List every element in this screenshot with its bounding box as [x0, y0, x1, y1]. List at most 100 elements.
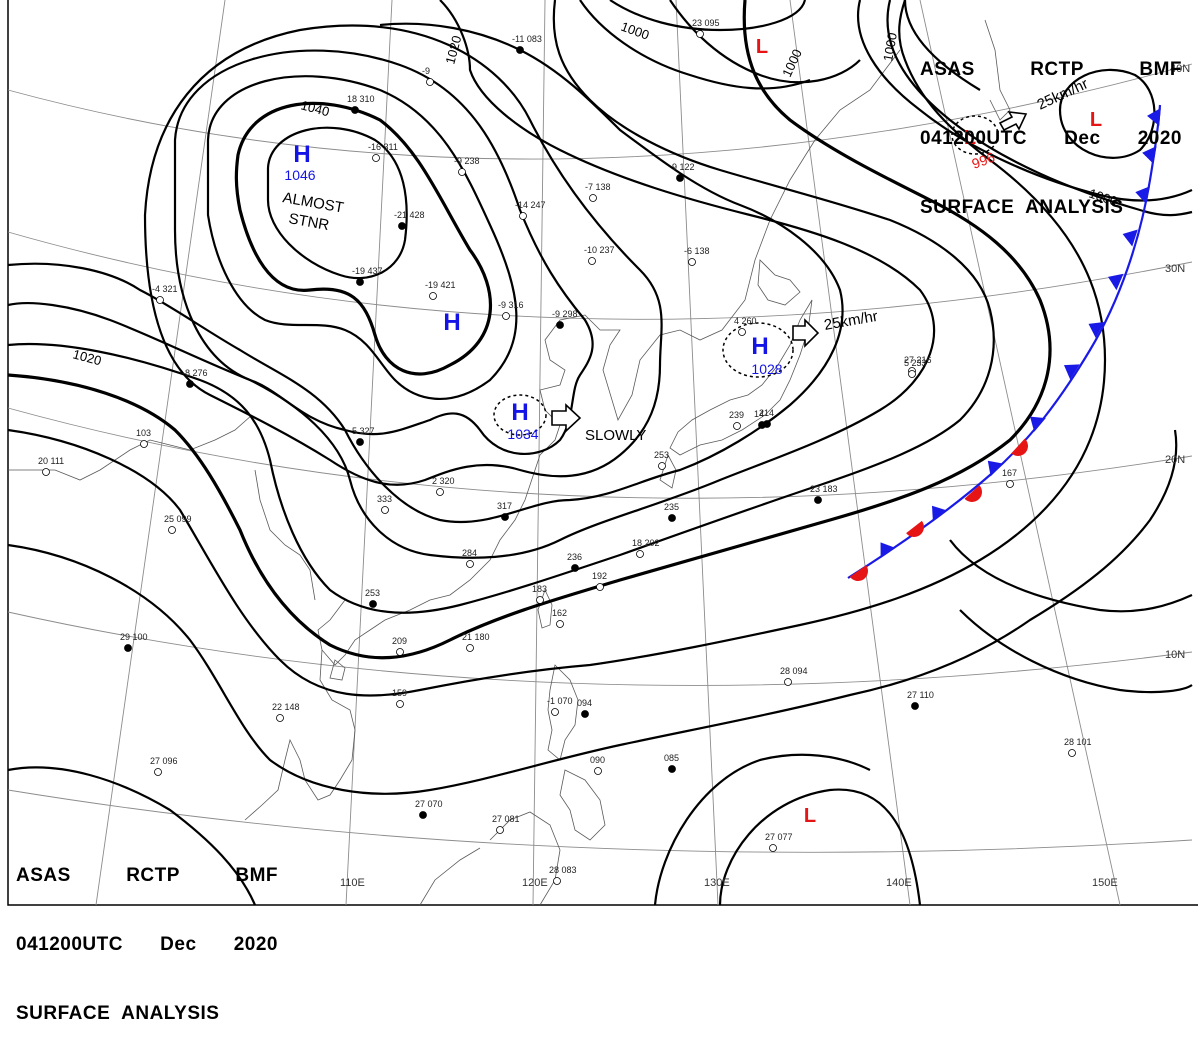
station-plot: -9 316: [498, 300, 524, 320]
station-value: 20 111: [38, 456, 64, 466]
station-circle: [658, 462, 666, 470]
station-value: 27 081: [492, 814, 520, 824]
station-plot: 239: [729, 410, 744, 430]
header-bottom: ASAS RCTP BMF 041200UTC Dec 2020 SURFACE…: [16, 818, 278, 1048]
station-plot: 159: [392, 688, 407, 708]
station-plot: 29 100: [120, 632, 148, 652]
station-plot: 209: [392, 636, 407, 656]
header-bottom-year: 2020: [233, 934, 278, 955]
center-circles: [493, 115, 999, 436]
station-plot: -19 437: [352, 266, 383, 286]
station-value: -16 311: [368, 142, 398, 152]
header-bottom-agency: ASAS: [16, 865, 71, 886]
station-circle: [553, 877, 561, 885]
almost-stnr-line2: STNR: [287, 210, 330, 234]
station-value: 28 083: [549, 865, 577, 875]
header-bottom-station: RCTP: [126, 865, 180, 886]
isobar-label-1000-b: 1000: [779, 47, 805, 80]
station-plot: 18 202: [632, 538, 660, 558]
station-circle: [466, 560, 474, 568]
cold-front-triangle: [931, 505, 948, 522]
station-value: 236: [567, 552, 582, 562]
station-value: 209: [392, 636, 407, 646]
circle-h-1034: [493, 394, 547, 436]
station-plot: -9 298: [552, 309, 578, 329]
station-value: 27 110: [907, 690, 934, 700]
station-circle: [758, 421, 766, 429]
low-north-letter: L: [756, 36, 768, 58]
station-value: 4 260: [734, 316, 757, 326]
isobar-1008-south: [653, 753, 871, 906]
station-circle: [156, 296, 164, 304]
station-value: 14: [754, 409, 764, 419]
grid-labels: 110E 120E 130E 140E 150E 40N 30N 20N 10N: [340, 63, 1190, 889]
isobars: [7, 0, 1193, 906]
isobar-1032: [173, 49, 594, 456]
low-ne-letter: L: [1090, 109, 1102, 131]
arrow-slowly: [551, 403, 582, 433]
lon-label-120e: 120E: [522, 877, 548, 889]
station-plot: 28 083: [549, 865, 577, 885]
slowly-label: SLOWLY: [585, 427, 646, 444]
station-circle: [429, 292, 437, 300]
station-plot: 162: [552, 608, 567, 628]
station-circle: [42, 468, 50, 476]
station-plot: -4 321: [152, 284, 178, 304]
isobar-1004-ne: [903, 0, 981, 91]
coast-borneo: [419, 811, 561, 906]
isobar-1000-south: [718, 788, 922, 906]
isobar-1008: [7, 429, 1178, 795]
isobar-1020-upper: [7, 0, 936, 559]
lon-label-130e: 130E: [704, 877, 730, 889]
station-value: -19 421: [425, 280, 456, 290]
low-996-letter: L: [964, 127, 976, 149]
station-value: -11 083: [512, 34, 542, 44]
station-circle: [581, 710, 589, 718]
station-plot: -16 311: [368, 142, 398, 162]
header-bottom-month: Dec: [160, 934, 197, 955]
station-circle: [356, 438, 364, 446]
station-plot: 236: [567, 552, 582, 572]
cold-front-triangle: [1088, 322, 1105, 338]
coast-japan: [669, 299, 813, 456]
warm-front-semicircle: [849, 565, 868, 581]
station-value: 18 202: [632, 538, 660, 548]
header-top-time: 041200UTC: [920, 128, 1027, 149]
coast-hokkaido: [757, 259, 801, 306]
station-circle: [1006, 480, 1014, 488]
station-plot: 27 077: [765, 832, 793, 852]
high-1028-letter: H: [751, 333, 768, 360]
station-circle: [501, 513, 509, 521]
header-top-agency: ASAS: [920, 59, 975, 80]
circle-l-996: [951, 115, 999, 155]
station-circle: [668, 765, 676, 773]
station-circle: [589, 194, 597, 202]
station-value: 28 094: [780, 666, 808, 676]
station-value: -9: [422, 66, 430, 76]
station-plot: 23 095: [692, 18, 720, 38]
cold-front-triangle: [1122, 229, 1138, 247]
station-plot: 253: [365, 588, 380, 608]
station-plot: -6 138: [684, 246, 710, 266]
map-frame: [7, 0, 1198, 906]
station-plot: 21 180: [462, 632, 490, 652]
isobar-1016: [7, 0, 1052, 660]
station-value: 333: [377, 494, 392, 504]
high-1034-letter: H: [511, 399, 528, 426]
coast-china-korea: [317, 49, 901, 666]
station-value: 22 148: [272, 702, 300, 712]
station-value: 317: [497, 501, 512, 511]
station-circle: [556, 321, 564, 329]
station-value: -14 247: [515, 200, 546, 210]
lat-label-30n: 30N: [1165, 263, 1185, 275]
isobar-1000-ne-a: [857, 0, 1193, 202]
arrow-h-1028: [792, 318, 820, 348]
station-plot: 27 070: [415, 799, 443, 819]
header-top-code: BMF: [1139, 59, 1182, 80]
station-value: 159: [392, 688, 407, 698]
station-circle: [276, 714, 284, 722]
station-value: 27 216: [904, 355, 932, 365]
station-circle: [369, 600, 377, 608]
circle-h-1028: [722, 322, 794, 378]
station-plot: 235: [664, 502, 679, 522]
